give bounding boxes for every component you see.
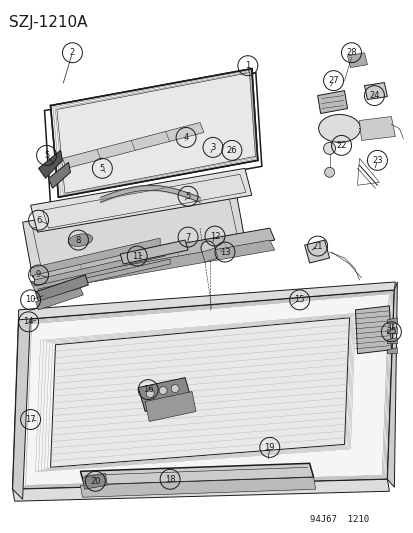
Text: 28: 28	[345, 48, 356, 57]
Circle shape	[201, 241, 214, 255]
Text: SZJ-1210A: SZJ-1210A	[9, 15, 87, 30]
Polygon shape	[13, 290, 394, 489]
Polygon shape	[80, 477, 315, 497]
Polygon shape	[23, 185, 244, 277]
Polygon shape	[57, 72, 255, 193]
Text: 8: 8	[76, 236, 81, 245]
Polygon shape	[387, 328, 396, 334]
Text: 6: 6	[36, 216, 41, 224]
Text: 15: 15	[294, 295, 304, 304]
Polygon shape	[13, 479, 389, 501]
Text: 18: 18	[164, 475, 175, 484]
Polygon shape	[38, 150, 62, 179]
Text: 2: 2	[70, 48, 75, 57]
Polygon shape	[145, 392, 196, 422]
Polygon shape	[387, 318, 396, 324]
Text: 20: 20	[90, 477, 100, 486]
Text: 94J67  1210: 94J67 1210	[309, 515, 368, 524]
Text: 19: 19	[264, 443, 274, 452]
Text: 17: 17	[25, 415, 36, 424]
Polygon shape	[355, 306, 390, 354]
Polygon shape	[363, 83, 387, 100]
Text: 23: 23	[371, 156, 382, 165]
Polygon shape	[387, 348, 396, 354]
Polygon shape	[120, 240, 188, 264]
Polygon shape	[387, 338, 396, 344]
Polygon shape	[138, 377, 192, 411]
Polygon shape	[35, 250, 165, 286]
Polygon shape	[31, 238, 160, 276]
Circle shape	[146, 390, 154, 398]
Polygon shape	[31, 228, 274, 282]
Text: 5: 5	[100, 164, 105, 173]
Circle shape	[171, 385, 179, 393]
Circle shape	[323, 142, 335, 155]
Text: 4: 4	[183, 133, 188, 142]
Polygon shape	[387, 282, 396, 487]
Polygon shape	[202, 248, 217, 262]
Polygon shape	[62, 123, 204, 168]
Text: 14: 14	[23, 317, 34, 326]
Polygon shape	[19, 282, 394, 320]
Polygon shape	[13, 312, 31, 499]
Text: 11: 11	[132, 252, 142, 261]
Text: 26: 26	[226, 146, 237, 155]
Polygon shape	[358, 117, 394, 140]
Polygon shape	[36, 288, 83, 310]
Circle shape	[159, 386, 167, 394]
Ellipse shape	[318, 115, 360, 142]
Polygon shape	[31, 240, 274, 292]
Text: 5: 5	[185, 192, 190, 201]
Polygon shape	[317, 91, 347, 114]
Polygon shape	[80, 463, 313, 485]
Text: 27: 27	[328, 76, 338, 85]
Polygon shape	[48, 163, 70, 188]
Text: 22: 22	[335, 141, 346, 150]
Text: 24: 24	[368, 91, 379, 100]
Text: 3: 3	[210, 143, 215, 152]
Polygon shape	[50, 69, 257, 197]
Ellipse shape	[68, 234, 93, 246]
Text: 5: 5	[44, 151, 49, 160]
Circle shape	[324, 167, 334, 177]
Text: 13: 13	[219, 247, 230, 256]
Polygon shape	[347, 53, 367, 68]
Text: 25: 25	[385, 327, 396, 336]
Polygon shape	[304, 240, 329, 263]
Text: 1: 1	[244, 61, 250, 70]
Text: 10: 10	[25, 295, 36, 304]
Text: 16: 16	[142, 385, 153, 394]
Polygon shape	[36, 275, 88, 302]
Polygon shape	[50, 318, 349, 467]
Text: 7: 7	[185, 232, 190, 241]
Text: 9: 9	[36, 270, 41, 279]
Polygon shape	[82, 473, 107, 489]
Text: 21: 21	[312, 241, 322, 251]
Text: 12: 12	[209, 232, 220, 240]
Polygon shape	[38, 259, 170, 294]
Polygon shape	[31, 168, 251, 232]
